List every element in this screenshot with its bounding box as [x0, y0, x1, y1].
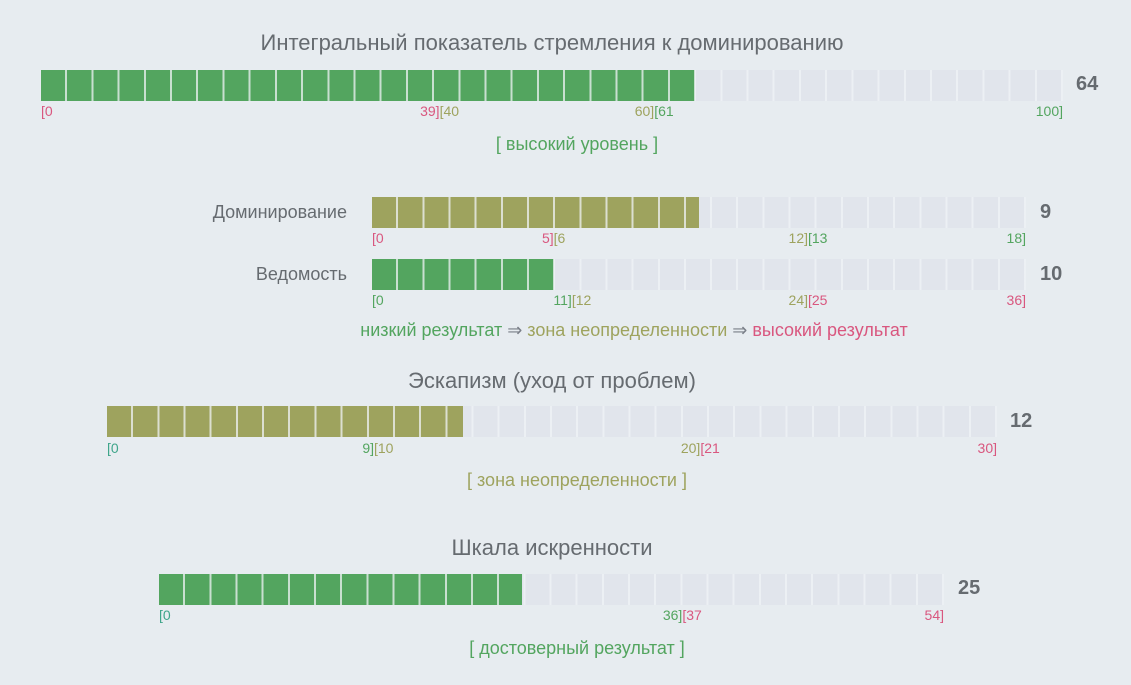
- legend-mid: зона неопределенности: [527, 320, 728, 340]
- sincerity-bar-segments: [159, 574, 944, 605]
- sincerity-bar: [159, 574, 944, 605]
- integral-title: Интегральный показатель стремления к дом…: [260, 30, 844, 55]
- sincerity-title: Шкала искренности: [451, 535, 653, 560]
- legend-high: высокий результат: [752, 320, 908, 340]
- submission-tick-text: 24]: [788, 292, 808, 308]
- escapism-verdict: [ зона неопределенности ]: [467, 470, 687, 490]
- dominance-value: 9: [1040, 201, 1052, 223]
- integral-bar-segments: [41, 70, 1063, 101]
- integral-verdict: [ высокий уровень ]: [495, 134, 659, 154]
- escapism-tick-text: [10: [374, 440, 394, 456]
- submission-value: 10: [1040, 263, 1063, 285]
- escapism-bar: [107, 406, 997, 437]
- escapism-bar-segments: [107, 406, 997, 437]
- dominance-tick-text: 18]: [1006, 230, 1026, 246]
- sincerity-tick-text: 36]: [662, 607, 683, 623]
- submission-tick-text: [12: [571, 292, 592, 308]
- dominance-tick-text: 12]: [788, 230, 808, 246]
- arrow-icon: ⇒: [727, 320, 753, 340]
- escapism-title: Эскапизм (уход от проблем): [408, 368, 696, 393]
- submission-tick-label: [0: [372, 292, 384, 308]
- escapism-tick-label: 30]: [978, 440, 997, 456]
- submission-tick-text: 36]: [1006, 292, 1026, 308]
- legend: низкий результат ⇒ зона неопределенности…: [360, 320, 907, 341]
- integral-ticks: [0 39] [40 60] [61 100]: [41, 103, 1063, 121]
- integral-tick-text: [0: [41, 103, 53, 119]
- dominance-tick-text: 5]: [541, 230, 554, 246]
- submission-ticks: [0 11] [12 24] [25 36]: [372, 292, 1026, 310]
- escapism-value: 12: [1010, 410, 1033, 432]
- legend-low: низкий результат: [360, 320, 503, 340]
- integral-tick-text: 39]: [420, 103, 440, 119]
- dominance-tick-label: 18]: [1007, 230, 1026, 246]
- escapism-tick-text: 9]: [362, 440, 374, 456]
- submission-tick-text: 11]: [553, 292, 572, 308]
- integral-tick-text: 60]: [634, 103, 655, 119]
- integral-tick-text: [40: [439, 103, 460, 119]
- dominance-tick-text: [13: [808, 230, 828, 246]
- submission-label: Ведомость: [255, 264, 347, 284]
- dominance-tick-text: [6: [553, 230, 566, 246]
- sincerity-tick-label: 54]: [925, 607, 944, 623]
- escapism-tick-label: [0: [107, 440, 119, 456]
- sincerity-tick-label: [0: [159, 607, 171, 623]
- integral-value: 64: [1076, 73, 1099, 95]
- submission-tick-text: [25: [808, 292, 828, 308]
- escapism-tick-text: [21: [700, 440, 720, 456]
- escapism-tick-text: 30]: [977, 440, 997, 456]
- integral-tick-label: 100]: [1036, 103, 1063, 119]
- integral-tick-label: [0: [41, 103, 53, 119]
- sincerity-value: 25: [958, 577, 981, 599]
- escapism-tick-text: [0: [107, 440, 119, 456]
- submission-bar: [372, 259, 1026, 290]
- dominance-label: Доминирование: [212, 202, 347, 222]
- escapism-ticks: [0 9] [10 20] [21 30]: [107, 440, 997, 458]
- dominance-bar-segments: [372, 197, 1026, 228]
- integral-tick-text: 100]: [1035, 103, 1063, 119]
- escapism-tick-text: 20]: [680, 440, 701, 456]
- submission-tick-text: [0: [372, 292, 384, 308]
- dominance-bar: [372, 197, 1026, 228]
- sincerity-tick-text: 54]: [924, 607, 944, 623]
- sincerity-ticks: [0 36] [37 54]: [159, 607, 944, 625]
- dominance-tick-label: [0: [372, 230, 384, 246]
- submission-tick-label: 36]: [1007, 292, 1026, 308]
- sincerity-verdict: [ достоверный результат ]: [469, 638, 685, 658]
- arrow-icon: ⇒: [502, 320, 528, 340]
- dominance-tick-text: [0: [372, 230, 384, 246]
- submission-bar-segments: [372, 259, 1026, 290]
- integral-tick-text: [61: [654, 103, 674, 119]
- dominance-ticks: [0 5] [6 12] [13 18]: [372, 230, 1026, 248]
- integral-bar: [41, 70, 1063, 101]
- sincerity-tick-text: [37: [682, 607, 702, 623]
- sincerity-tick-text: [0: [159, 607, 171, 623]
